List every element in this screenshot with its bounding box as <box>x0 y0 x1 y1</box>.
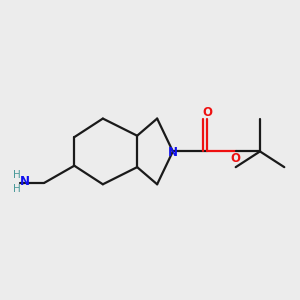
Text: O: O <box>230 152 240 165</box>
Text: O: O <box>202 106 212 119</box>
Text: H: H <box>13 170 21 180</box>
Text: N: N <box>20 175 30 188</box>
Text: H: H <box>13 184 21 194</box>
Text: N: N <box>168 146 178 158</box>
